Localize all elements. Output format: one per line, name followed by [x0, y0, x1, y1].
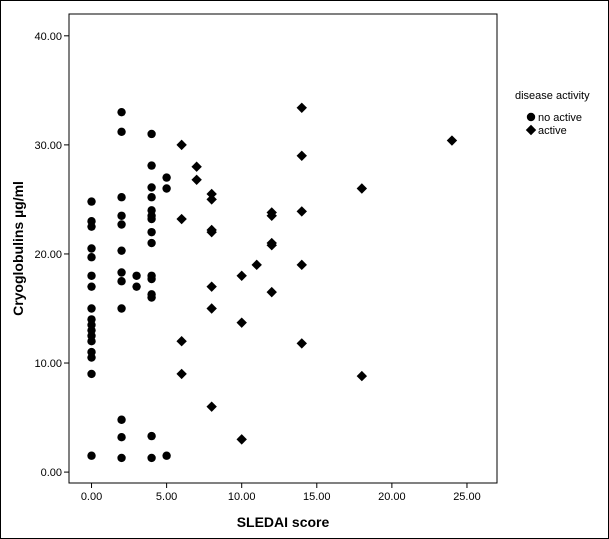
point-no-active — [117, 277, 126, 286]
point-no-active — [147, 238, 156, 248]
point-active — [176, 139, 187, 151]
x-tick-label: 25.00 — [453, 491, 481, 503]
point-no-active — [162, 184, 171, 193]
point-no-active — [117, 432, 126, 442]
y-tick-label: 20.00 — [34, 249, 62, 261]
point-active — [356, 370, 368, 382]
point-no-active — [117, 127, 126, 136]
point-no-active — [147, 227, 156, 237]
y-axis: 0.00 10.00 20.00 30.00 40.00 — [34, 31, 69, 479]
point-no-active — [147, 453, 156, 463]
x-tick-label: 0.00 — [81, 491, 102, 503]
x-tick-label: 10.00 — [228, 491, 256, 503]
point-active — [176, 368, 187, 380]
legend-label: active — [538, 125, 567, 137]
point-active — [251, 259, 262, 271]
point-active — [191, 174, 202, 185]
point-no-active — [117, 453, 126, 463]
point-no-active — [147, 161, 156, 170]
point-active — [236, 317, 247, 328]
point-active — [206, 303, 217, 314]
point-no-active — [147, 129, 156, 139]
point-active — [236, 434, 247, 445]
point-active — [296, 338, 307, 349]
point-active — [206, 188, 217, 200]
legend-marker-active — [525, 124, 537, 136]
point-no-active — [87, 369, 96, 379]
point-no-active — [147, 274, 156, 284]
point-no-active — [147, 431, 156, 441]
point-no-active — [117, 107, 126, 117]
point-no-active — [147, 293, 156, 302]
plot-area — [68, 13, 498, 484]
point-active — [296, 259, 307, 271]
x-tick-label: 20.00 — [378, 491, 406, 503]
point-no-active — [117, 193, 126, 202]
y-tick-label: 40.00 — [34, 31, 62, 43]
point-active — [296, 102, 307, 113]
point-no-active — [147, 193, 156, 202]
x-tick-label: 5.00 — [156, 491, 177, 503]
point-active — [266, 210, 277, 221]
legend-marker-no-active — [526, 112, 536, 122]
point-no-active — [117, 246, 126, 255]
point-no-active — [162, 451, 171, 460]
y-axis-title: Cryoglobulins µg/ml — [10, 181, 26, 316]
point-active — [206, 226, 217, 238]
point-active — [206, 401, 217, 412]
point-active — [266, 286, 277, 298]
point-active — [206, 194, 217, 205]
y-tick-label: 0.00 — [41, 467, 62, 479]
point-no-active — [87, 253, 96, 262]
point-no-active — [87, 304, 96, 313]
x-axis-title: SLEDAI score — [237, 514, 330, 530]
point-active — [296, 206, 307, 217]
y-tick-label: 10.00 — [34, 358, 62, 370]
point-no-active — [147, 183, 156, 192]
point-no-active — [117, 415, 126, 424]
point-active — [191, 161, 202, 172]
point-no-active — [87, 271, 96, 280]
point-active — [206, 281, 217, 292]
point-no-active — [87, 282, 96, 291]
point-no-active — [132, 271, 141, 280]
point-no-active — [147, 214, 156, 224]
point-no-active — [117, 211, 126, 220]
point-no-active — [87, 222, 96, 231]
point-no-active — [87, 244, 96, 253]
point-active — [176, 213, 187, 225]
x-tick-label: 15.00 — [303, 491, 331, 503]
legend-title: disease activity — [515, 90, 590, 102]
point-no-active — [132, 282, 141, 291]
point-active — [296, 150, 307, 161]
point-active — [236, 270, 247, 281]
point-no-active — [87, 197, 96, 206]
point-active — [446, 135, 458, 146]
point-active — [176, 336, 187, 347]
point-active — [266, 240, 277, 251]
point-no-active — [87, 451, 96, 460]
data-points — [87, 102, 458, 463]
legend-label: no active — [538, 112, 582, 124]
point-no-active — [162, 173, 171, 182]
point-active — [356, 183, 368, 194]
point-no-active — [87, 337, 96, 346]
point-no-active — [117, 220, 126, 229]
point-no-active — [87, 353, 96, 362]
y-tick-label: 30.00 — [34, 140, 62, 152]
point-no-active — [117, 268, 126, 277]
x-axis: 0.00 5.00 10.00 15.00 20.00 25.00 — [81, 483, 481, 503]
point-no-active — [117, 304, 126, 313]
